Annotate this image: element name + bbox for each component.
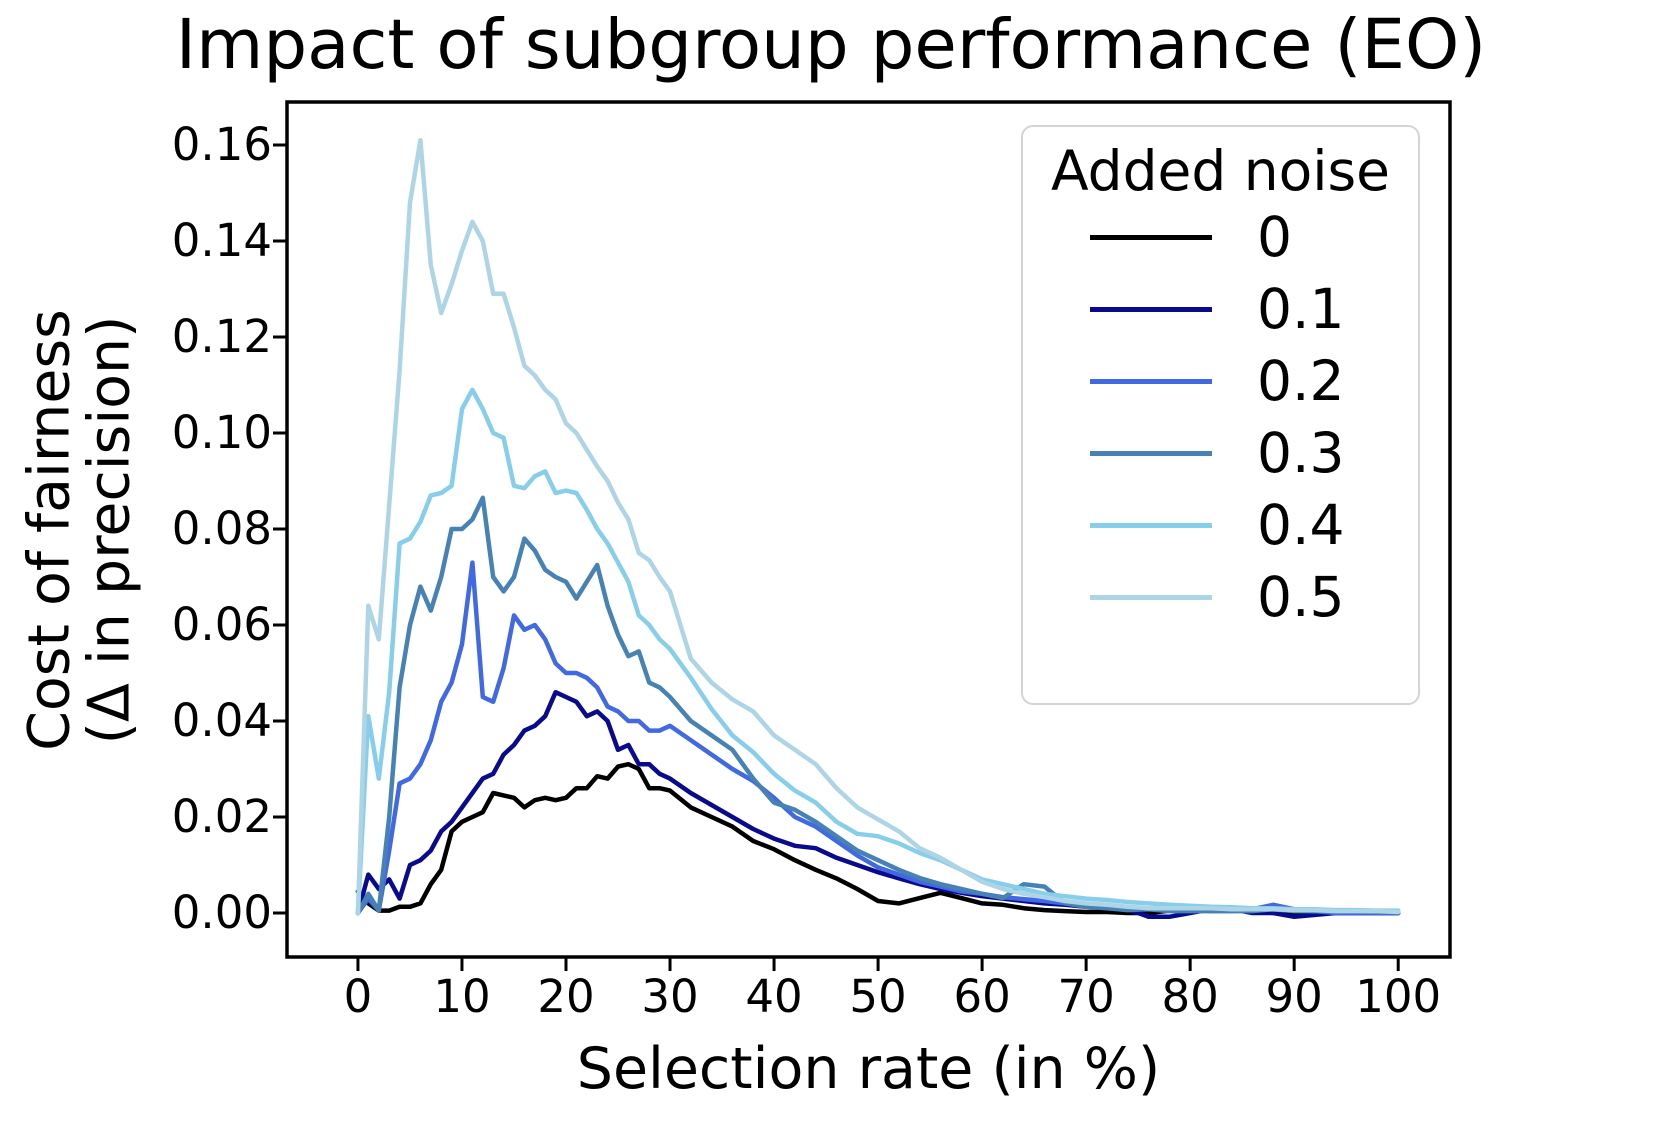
- legend-row-0.5: 0.5: [1023, 561, 1418, 633]
- series-line-0.4: [355, 387, 1401, 916]
- legend-entries: 0 0.1 0.2 0.3 0.4 0.5: [1023, 201, 1418, 633]
- series-line-0.3: [355, 495, 1401, 916]
- x-tick-label: 70: [1057, 970, 1115, 1023]
- legend-line-swatch: [1090, 450, 1212, 456]
- series-line-0.1: [355, 689, 1401, 920]
- legend-line-swatch: [1090, 306, 1212, 312]
- series-line-0.5: [355, 137, 1401, 916]
- y-tick-label: 0.12: [171, 310, 272, 363]
- x-axis-label: Selection rate (in %): [576, 1036, 1161, 1102]
- x-tick-label: 40: [745, 970, 803, 1023]
- x-tick-label: 10: [433, 970, 491, 1023]
- x-tick-label: 20: [537, 970, 595, 1023]
- y-axis-label-line1: Cost of fairness: [16, 309, 83, 751]
- y-tick-label: 0.02: [171, 790, 272, 843]
- y-tick-label: 0.10: [171, 406, 272, 459]
- y-tick-label: 0.14: [171, 214, 272, 267]
- y-tick-label: 0.04: [171, 694, 272, 747]
- legend-row-label: 0.3: [1257, 421, 1345, 485]
- legend-line-swatch: [1090, 522, 1212, 528]
- chart-title: Impact of subgroup performance (EO): [175, 5, 1487, 85]
- legend-title: Added noise: [1051, 139, 1390, 203]
- x-tick-label: 90: [1265, 970, 1323, 1023]
- y-tick-label: 0.08: [171, 502, 272, 555]
- x-tick-label: 100: [1355, 970, 1442, 1023]
- legend-row-0.2: 0.2: [1023, 345, 1418, 417]
- legend-row-label: 0.4: [1257, 493, 1345, 557]
- legend-row-0.4: 0.4: [1023, 489, 1418, 561]
- legend-row-0.3: 0.3: [1023, 417, 1418, 489]
- legend-row-label: 0.2: [1257, 349, 1345, 413]
- legend-row-label: 0: [1257, 205, 1292, 269]
- legend-row-0: 0: [1023, 201, 1418, 273]
- legend-line-swatch: [1090, 378, 1212, 384]
- legend-line-swatch: [1090, 234, 1212, 240]
- legend-line-swatch: [1090, 594, 1212, 600]
- legend-row-label: 0.1: [1257, 277, 1345, 341]
- y-tick-label: 0.16: [171, 118, 272, 171]
- legend: Added noise 0 0.1 0.2 0.3 0.4 0.5: [1021, 125, 1420, 705]
- x-tick-label: 50: [849, 970, 907, 1023]
- series-line-0: [355, 761, 1401, 918]
- x-tick-label: 80: [1161, 970, 1219, 1023]
- legend-row-0.1: 0.1: [1023, 273, 1418, 345]
- y-tick-label: 0.06: [171, 598, 272, 651]
- x-tick-label: 60: [953, 970, 1011, 1023]
- x-tick-label: 30: [641, 970, 699, 1023]
- x-tick-label: 0: [343, 970, 373, 1023]
- y-tick-label: 0.00: [171, 885, 272, 939]
- legend-row-label: 0.5: [1257, 565, 1345, 629]
